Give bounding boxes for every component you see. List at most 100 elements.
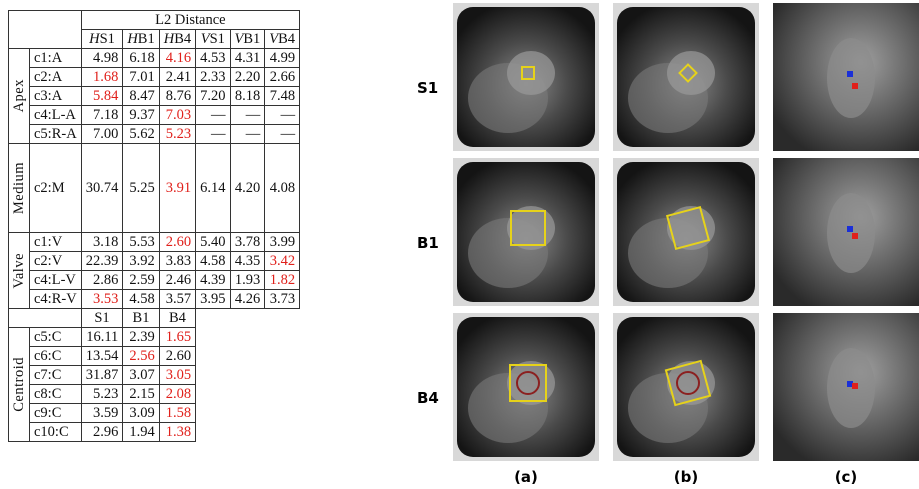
- cell: —: [229, 124, 266, 144]
- cell: 1.93: [229, 270, 266, 290]
- marker: [676, 371, 700, 395]
- row-label: c8:C: [29, 384, 82, 404]
- table-row: Medium c2:M 30.74 5.25 3.91 6.14 4.20 4.08: [8, 143, 301, 233]
- cell: 2.60: [158, 232, 197, 252]
- point-blue: [847, 381, 853, 387]
- vessel: [827, 38, 875, 118]
- cell: 30.74: [80, 143, 124, 233]
- column-label: (b): [674, 468, 698, 486]
- cell: 2.39: [122, 327, 160, 347]
- table-row: Centroid c5:C 16.11 2.39 1.65: [8, 327, 300, 442]
- cell: 2.60: [158, 346, 197, 366]
- marker: [516, 371, 540, 395]
- vessel: [827, 193, 875, 273]
- column-header: VB1: [229, 29, 266, 49]
- cell: 3.83: [158, 251, 197, 271]
- cell: 6.18: [122, 48, 160, 68]
- cell: 2.56: [122, 346, 160, 366]
- cell: 1.65: [158, 327, 197, 347]
- row-label: B4: [417, 389, 439, 407]
- cell: 2.15: [122, 384, 160, 404]
- group-label-cell: Valve: [8, 232, 30, 309]
- header-row: HS1 HB1 HB4 VS1 VB1 VB4: [9, 29, 301, 49]
- heart: [507, 361, 555, 405]
- cell: 9.37: [122, 105, 160, 125]
- cell: 1.94: [122, 422, 160, 442]
- cell: 4.58: [195, 251, 231, 271]
- row-label: c10:C: [29, 422, 82, 442]
- row-label: c5:R-A: [29, 124, 82, 144]
- point-red: [852, 233, 858, 239]
- cell: 2.08: [158, 384, 197, 404]
- column-header: HB4: [158, 29, 197, 49]
- row-label: c7:C: [29, 365, 82, 385]
- vessel: [827, 348, 875, 428]
- cell: 3.91: [158, 143, 197, 233]
- cell: 6.14: [195, 143, 231, 233]
- cell: 4.99: [264, 48, 301, 68]
- cell: 2.66: [264, 67, 301, 87]
- column-label: (c): [835, 468, 858, 486]
- row-label: S1: [417, 79, 438, 97]
- cell: —: [229, 105, 266, 125]
- column-header: HB1: [122, 29, 160, 49]
- point-red: [852, 383, 858, 389]
- cell: 1.82: [264, 270, 301, 290]
- cell: 3.07: [122, 365, 160, 385]
- cell: 2.46: [158, 270, 197, 290]
- row-label: c3:A: [29, 86, 82, 106]
- cell: 31.87: [80, 365, 124, 385]
- column-header: VB4: [264, 29, 301, 49]
- table-row: c9:C 3.59 3.09 1.58: [9, 403, 300, 423]
- table-row: c2:V 22.39 3.92 3.83 4.58 4.35 3.42: [9, 251, 301, 271]
- point-red: [852, 83, 858, 89]
- cell: —: [264, 105, 301, 125]
- corner: [8, 10, 82, 49]
- group-label: Valve: [10, 252, 27, 289]
- row-label: c4:L-V: [29, 270, 82, 290]
- cell: 7.03: [158, 105, 197, 125]
- column-header: B1: [122, 308, 160, 328]
- cell: 8.18: [229, 86, 266, 106]
- cell: 3.78: [229, 232, 266, 252]
- row-label: c2:V: [29, 251, 82, 271]
- heart: [507, 51, 555, 95]
- table-row: c5:R-A 7.00 5.62 5.23— — —: [9, 124, 301, 144]
- cell: 3.92: [122, 251, 160, 271]
- group-label: Centroid: [10, 357, 27, 412]
- group-label-cell: Medium: [8, 143, 30, 233]
- cell: 3.18: [80, 232, 124, 252]
- header-row: L2 Distance: [8, 10, 301, 49]
- row-label: c9:C: [29, 403, 82, 423]
- cell: 3.73: [264, 289, 301, 309]
- cell: 3.99: [264, 232, 301, 252]
- cell: 2.33: [195, 67, 231, 87]
- column-header: VS1: [195, 29, 231, 49]
- heart: [507, 206, 555, 250]
- row-label: c4:R-V: [29, 289, 82, 309]
- cell: 5.53: [122, 232, 160, 252]
- table-row: c7:C 31.87 3.07 3.05: [9, 365, 300, 385]
- cell: 2.20: [229, 67, 266, 87]
- cell: 3.59: [80, 403, 124, 423]
- image-grid: S1 B1 B4 (a) (b) (c): [417, 3, 919, 486]
- column-header: HS1: [80, 29, 124, 49]
- row-label: c6:C: [29, 346, 82, 366]
- row-label: c2:A: [29, 67, 82, 87]
- cell: 8.47: [122, 86, 160, 106]
- cell: 2.86: [80, 270, 124, 290]
- cell: 5.23: [80, 384, 124, 404]
- bounding-box: [510, 210, 546, 246]
- cell: 3.57: [158, 289, 197, 309]
- corner: [8, 308, 82, 328]
- cell: 3.05: [158, 365, 197, 385]
- table-row: Valve c1:V 3.18 5.53 2.60 5.40 3.78 3.99: [8, 232, 301, 309]
- group-label: Medium: [10, 161, 27, 215]
- cell: —: [195, 124, 231, 144]
- cell: 1.58: [158, 403, 197, 423]
- cell: 3.53: [80, 289, 124, 309]
- cell: 5.23: [158, 124, 197, 144]
- bounding-box: [509, 364, 547, 402]
- table-header: L2 Distance: [80, 10, 301, 30]
- cell: 22.39: [80, 251, 124, 271]
